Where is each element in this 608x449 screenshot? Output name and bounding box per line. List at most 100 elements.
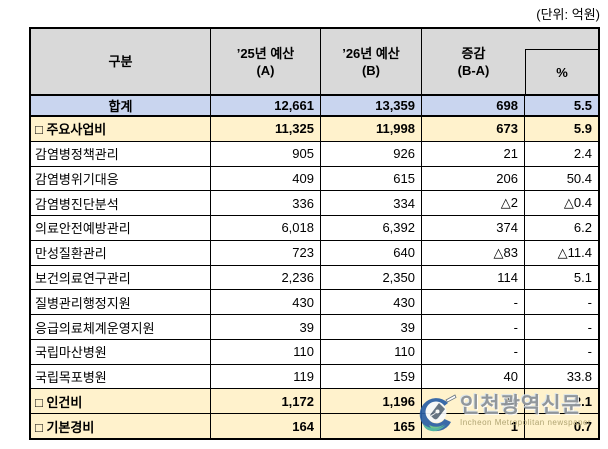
row-label: 합계	[31, 96, 211, 115]
header-budget-2026: ’26년 예산 (B)	[321, 29, 422, 94]
table-row: 만성질환관리 723 640 △83 △11.4	[31, 240, 598, 266]
row-label: 의료안전예방관리	[31, 216, 211, 240]
header-budget-2025: ’25년 예산 (A)	[211, 29, 321, 94]
header-budget-2026-line1: ’26년 예산	[342, 45, 400, 61]
cell-budget-2025: 6,018	[211, 216, 321, 240]
cell-budget-2026: 159	[321, 364, 422, 389]
cell-budget-2026: 11,998	[321, 117, 422, 141]
header-change-line1: 증감	[461, 45, 486, 61]
row-label: 국립마산병원	[31, 339, 211, 364]
cell-change: 698	[422, 96, 525, 115]
cell-percent: 6.2	[573, 220, 592, 236]
row-label: 감염병정책관리	[31, 141, 211, 166]
cell-budget-2025: 336	[211, 191, 321, 216]
cell-change: 374	[422, 216, 525, 240]
cell-change: 673	[422, 117, 525, 141]
table-row: 감염병정책관리 905 926 21 2.4	[31, 141, 598, 167]
row-label: 보건의료연구관리	[31, 265, 211, 290]
budget-table: 구분 ’25년 예산 (A) ’26년 예산 (B) 증감 (B-A) % 합계…	[29, 27, 600, 440]
header-budget-2025-line2: (A)	[256, 62, 275, 78]
cell-percent: 0.7	[573, 418, 592, 434]
cell-budget-2026: 2,350	[321, 265, 422, 290]
cell-percent: -	[587, 319, 592, 335]
cell-budget-2026: 640	[321, 240, 422, 265]
cell-budget-2026: 926	[321, 141, 422, 166]
cell-percent: 2.1	[573, 393, 592, 409]
cell-budget-2026: 430	[321, 290, 422, 315]
table-header: 구분 ’25년 예산 (A) ’26년 예산 (B) 증감 (B-A) %	[31, 29, 598, 96]
cell-change: -	[422, 315, 525, 339]
header-budget-2025-line1: ’25년 예산	[236, 45, 295, 61]
cell-budget-2025: 164	[211, 414, 321, 438]
cell-change: 1	[422, 414, 525, 438]
cell-percent: △11.4	[557, 244, 592, 260]
cell-change: △83	[422, 240, 525, 265]
table-row: 국립목포병원 119 159 40 33.8	[31, 364, 598, 390]
table-row: 보건의료연구관리 2,236 2,350 114 5.1	[31, 265, 598, 291]
cell-budget-2026: 110	[321, 339, 422, 364]
cell-percent: 50.4	[566, 170, 592, 186]
cell-budget-2026: 39	[321, 315, 422, 339]
cell-change: 40	[422, 364, 525, 389]
cell-budget-2026: 1,196	[321, 389, 422, 414]
table-body: 합계 12,661 13,359 698 5.5 □ 주요사업비 11,325 11,998 6…	[31, 96, 598, 438]
cell-budget-2025: 119	[211, 364, 321, 389]
cell-budget-2025: 723	[211, 240, 321, 265]
cell-change: 24	[422, 389, 525, 414]
cell-budget-2025: 39	[211, 315, 321, 339]
header-budget-2026-line2: (B)	[361, 62, 381, 78]
table-row: □ 기본경비 164 165 1 0.7	[31, 414, 598, 438]
cell-budget-2025: 12,661	[211, 96, 321, 115]
row-label: □ 인건비	[31, 389, 211, 414]
cell-change: -	[422, 339, 525, 364]
cell-change: 21	[422, 141, 525, 166]
table-row: □ 인건비 1,172 1,196 24 2.1	[31, 389, 598, 415]
table-row: 감염병위기대응 409 615 206 50.4	[31, 166, 598, 192]
row-label: 감염병위기대응	[31, 166, 211, 191]
header-percent: %	[525, 49, 598, 94]
cell-budget-2026: 165	[321, 414, 422, 438]
header-category: 구분	[31, 29, 211, 94]
cell-budget-2025: 2,236	[211, 265, 321, 290]
cell-budget-2025: 905	[211, 141, 321, 166]
cell-budget-2026: 6,392	[321, 216, 422, 240]
cell-budget-2025: 110	[211, 339, 321, 364]
cell-percent: 2.4	[573, 146, 592, 162]
cell-change: △2	[422, 191, 525, 216]
table-row: 감염병진단분석 336 334 △2 △0.4	[31, 191, 598, 217]
row-label: 감염병진단분석	[31, 191, 211, 216]
cell-budget-2026: 334	[321, 191, 422, 216]
row-label: □ 기본경비	[31, 414, 211, 438]
table-row: □ 주요사업비 11,325 11,998 673 5.9	[31, 117, 598, 142]
header-change-line2: (B-A)	[457, 62, 490, 78]
header-category-label: 구분	[108, 54, 133, 69]
header-percent-label: %	[556, 64, 568, 80]
unit-note: (단위: 억원)	[536, 7, 600, 22]
cell-budget-2025: 11,325	[211, 117, 321, 141]
table-row: 응급의료체계운영지원 39 39- -	[31, 315, 598, 340]
header-change: 증감 (B-A) %	[422, 29, 598, 94]
cell-percent: 33.8	[566, 369, 592, 385]
row-label: 만성질환관리	[31, 240, 211, 265]
cell-change: -	[422, 290, 525, 315]
row-label: 응급의료체계운영지원	[31, 315, 211, 339]
header-change-label: 증감 (B-A)	[422, 29, 525, 94]
cell-budget-2025: 409	[211, 166, 321, 191]
cell-percent: 5.5	[573, 98, 592, 113]
cell-change: 206	[422, 166, 525, 191]
table-row: 질병관리행정지원 430 430- -	[31, 290, 598, 316]
row-label: 국립목포병원	[31, 364, 211, 389]
cell-budget-2025: 1,172	[211, 389, 321, 414]
table-row: 의료안전예방관리 6,018 6,392 374 6.2	[31, 216, 598, 241]
cell-percent: △0.4	[563, 195, 592, 211]
table-row: 합계 12,661 13,359 698 5.5	[31, 96, 598, 117]
cell-budget-2025: 430	[211, 290, 321, 315]
cell-change: 114	[422, 265, 525, 290]
table-row: 국립마산병원 110 110- -	[31, 339, 598, 365]
row-label: 질병관리행정지원	[31, 290, 211, 315]
cell-percent: -	[587, 294, 592, 310]
cell-budget-2026: 615	[321, 166, 422, 191]
cell-percent: 5.9	[573, 121, 592, 137]
cell-percent: -	[587, 344, 592, 360]
